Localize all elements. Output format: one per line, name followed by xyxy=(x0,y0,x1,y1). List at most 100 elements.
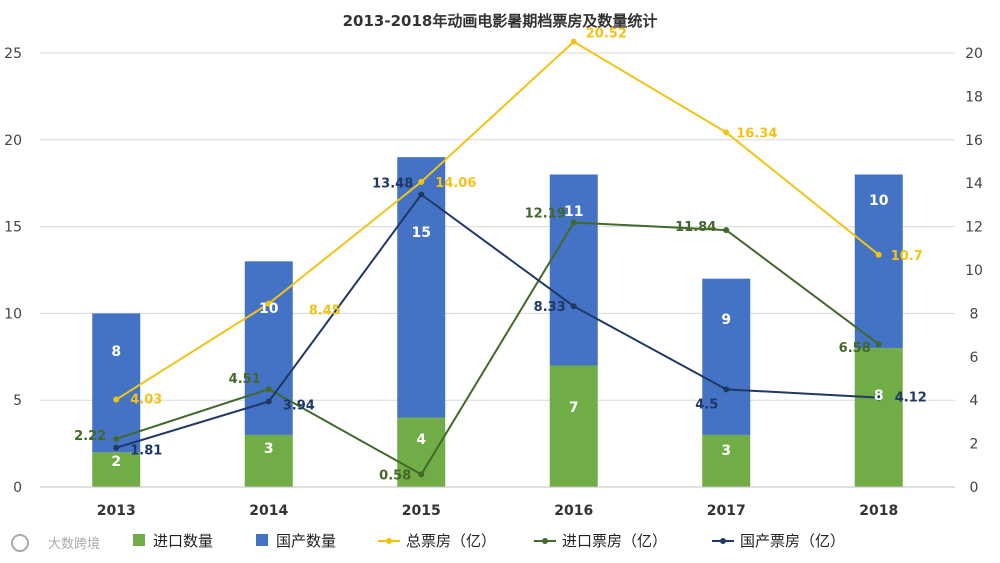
series-point-1 xyxy=(570,219,577,226)
line-value-label: 20.52 xyxy=(586,27,627,42)
line-value-label: 0.58 xyxy=(379,468,411,483)
right-tick-label: 4 xyxy=(970,393,979,409)
bar-value-label: 10 xyxy=(259,301,279,317)
line-value-label: 4.03 xyxy=(130,393,162,408)
series-line-0 xyxy=(115,40,880,401)
x-axis: 2013 2014 2015 2016 2017 2018 xyxy=(40,486,955,519)
series-point-2 xyxy=(265,398,272,405)
line-group xyxy=(113,38,882,478)
line-value-label: 10.7 xyxy=(891,249,923,264)
legend-marker xyxy=(720,538,726,544)
series-point-0 xyxy=(113,396,120,403)
x-tick-label: 2016 xyxy=(554,503,593,519)
series-line-1 xyxy=(115,221,880,476)
right-tick-label: 10 xyxy=(965,263,983,279)
left-tick-label: 25 xyxy=(4,46,22,62)
left-tick-label: 10 xyxy=(4,306,22,322)
line-value-label: 13.48 xyxy=(372,176,413,191)
right-tick-label: 12 xyxy=(965,220,983,236)
bar-value-label: 11 xyxy=(564,204,583,220)
series-point-1 xyxy=(265,386,272,393)
x-tick-label: 2014 xyxy=(249,503,288,519)
line-value-label: 12.19 xyxy=(525,206,566,221)
legend-swatch xyxy=(133,534,145,546)
line-value-label: 4.5 xyxy=(695,397,718,412)
series-point-0 xyxy=(723,129,730,136)
data-label-group: 2 8 3 10 4 15 7 11 3 9 8 10 4.03 8.45 14.06 20.52 16.34 1… xyxy=(74,27,927,484)
line-value-label: 16.34 xyxy=(736,126,777,141)
watermark-text: 大数跨境 xyxy=(48,537,100,552)
series-point-0 xyxy=(875,251,882,258)
bar-domestic xyxy=(549,174,598,366)
line-value-label: 11.84 xyxy=(675,220,716,235)
x-tick-label: 2017 xyxy=(707,503,746,519)
bar-domestic xyxy=(397,157,446,418)
series-point-0 xyxy=(265,300,272,307)
right-tick-label: 18 xyxy=(965,89,983,105)
right-tick-label: 16 xyxy=(965,133,983,149)
series-point-2 xyxy=(875,394,882,401)
legend-marker xyxy=(542,538,548,544)
line-value-label: 1.81 xyxy=(130,444,162,459)
right-tick-label: 8 xyxy=(970,306,979,322)
line-value-label: 2.22 xyxy=(74,429,106,444)
left-tick-label: 20 xyxy=(4,133,22,149)
line-value-label: 8.45 xyxy=(309,304,341,319)
series-point-2 xyxy=(113,444,120,451)
bar-value-label: 7 xyxy=(569,400,579,416)
right-tick-label: 6 xyxy=(970,350,979,366)
legend-label: 国产数量 xyxy=(276,532,336,550)
series-point-1 xyxy=(113,435,120,442)
bar-value-label: 9 xyxy=(721,312,731,328)
bar-domestic xyxy=(854,174,903,349)
series-point-1 xyxy=(418,471,425,478)
series-point-2 xyxy=(418,191,425,198)
bar-import xyxy=(854,348,903,487)
bar-value-label: 4 xyxy=(416,432,426,448)
watermark: 大数跨境 xyxy=(11,534,100,552)
left-y-axis: 0 5 10 15 20 25 xyxy=(4,46,22,496)
line-value-label: 14.06 xyxy=(435,176,476,191)
right-y-axis: 0 2 4 6 8 10 12 14 16 18 20 xyxy=(965,46,983,496)
bar-domestic xyxy=(92,313,141,453)
x-tick-label: 2018 xyxy=(859,503,898,519)
left-tick-label: 15 xyxy=(4,220,22,236)
legend-label: 总票房（亿） xyxy=(406,532,496,550)
series-point-1 xyxy=(875,341,882,348)
legend-label: 进口票房（亿） xyxy=(562,532,667,550)
bar-value-label: 15 xyxy=(412,225,431,241)
series-line-2 xyxy=(115,193,879,449)
series-point-0 xyxy=(570,38,577,45)
series-point-0 xyxy=(418,178,425,185)
legend-marker xyxy=(386,538,392,544)
legend: 进口数量 国产数量 总票房（亿） 进口票房（亿） 国产票房（亿） xyxy=(133,532,845,550)
line-value-label: 8.33 xyxy=(534,300,566,315)
series-point-2 xyxy=(570,303,577,310)
bar-import xyxy=(549,365,598,487)
left-tick-label: 0 xyxy=(13,480,22,496)
bar-group xyxy=(92,157,903,487)
right-tick-label: 14 xyxy=(965,176,983,192)
chart-title: 2013-2018年动画电影暑期档票房及数量统计 xyxy=(343,12,658,30)
right-tick-label: 0 xyxy=(970,480,979,496)
right-tick-label: 2 xyxy=(970,437,979,453)
line-value-label: 4.12 xyxy=(895,391,927,406)
right-tick-label: 20 xyxy=(965,46,983,62)
gridlines xyxy=(40,52,955,488)
x-tick-label: 2013 xyxy=(97,503,136,519)
legend-label: 国产票房（亿） xyxy=(740,532,845,550)
bar-import xyxy=(244,434,293,487)
line-value-label: 4.51 xyxy=(229,372,261,387)
bar-value-label: 2 xyxy=(111,454,121,470)
legend-label: 进口数量 xyxy=(153,532,213,550)
bar-value-label: 10 xyxy=(869,193,889,209)
bar-import xyxy=(92,452,141,487)
left-tick-label: 5 xyxy=(13,393,22,409)
bar-value-label: 3 xyxy=(264,441,274,457)
bar-value-label: 8 xyxy=(111,344,121,360)
bar-domestic xyxy=(702,278,751,435)
series-point-1 xyxy=(723,227,730,234)
x-tick-label: 2015 xyxy=(402,503,441,519)
line-value-label: 3.94 xyxy=(283,399,315,414)
